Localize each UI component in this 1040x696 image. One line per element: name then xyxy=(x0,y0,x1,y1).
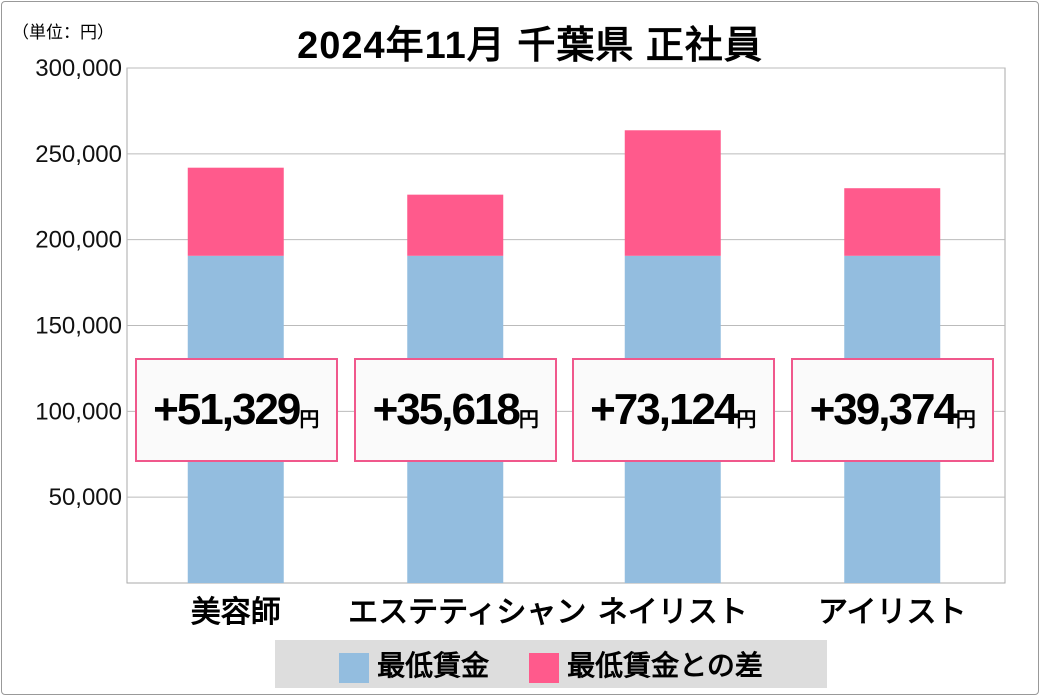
data-label-unit: 円 xyxy=(518,408,539,431)
legend-swatch-diff xyxy=(529,652,560,683)
legend-item-base: 最低賃金 xyxy=(339,644,489,684)
y-tick-label: 250,000 xyxy=(35,141,122,168)
category-label: ネイリスト xyxy=(598,596,748,629)
data-label: +39,374 円 xyxy=(791,358,995,462)
y-tick-label: 150,000 xyxy=(35,313,122,340)
bar-diff xyxy=(844,188,941,256)
legend-swatch-base xyxy=(339,652,370,683)
data-label: +51,329 円 xyxy=(134,358,338,462)
bar-diff xyxy=(407,194,504,256)
unit-label: （単位：円） xyxy=(12,23,114,42)
data-label: +35,618 円 xyxy=(354,358,558,462)
y-tick-label: 300,000 xyxy=(35,55,122,82)
y-tick-label: 200,000 xyxy=(35,227,122,254)
bar-diff xyxy=(624,130,721,256)
data-label: +73,124 円 xyxy=(571,358,775,462)
data-label-unit: 円 xyxy=(736,408,757,431)
data-label-value: +51,329 xyxy=(153,385,301,434)
category-label: アイリスト xyxy=(818,596,967,629)
data-label-unit: 円 xyxy=(955,408,976,431)
y-tick-label: 50,000 xyxy=(49,484,122,511)
chart-title: 2024年11月 千葉県 正社員 xyxy=(297,25,763,67)
legend-label-diff: 最低賃金との差 xyxy=(567,650,763,681)
data-label-value: +35,618 xyxy=(372,385,521,434)
category-label: エステティシャン xyxy=(348,596,586,629)
legend: 最低賃金 最低賃金との差 xyxy=(275,640,827,688)
legend-item-diff: 最低賃金との差 xyxy=(529,644,763,684)
data-label-value: +73,124 xyxy=(590,385,738,434)
bar-diff xyxy=(187,167,284,256)
legend-label-base: 最低賃金 xyxy=(377,650,490,681)
category-label: 美容師 xyxy=(191,595,281,629)
data-label-unit: 円 xyxy=(299,408,320,431)
y-tick-label: 100,000 xyxy=(35,398,122,425)
data-label-value: +39,374 xyxy=(809,385,958,434)
